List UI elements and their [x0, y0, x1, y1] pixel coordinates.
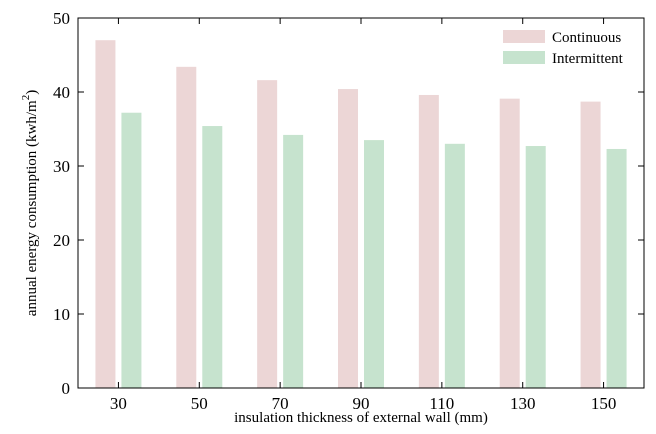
y-tick-label-0: 0 [62, 379, 71, 398]
y-axis-ticks: 0 10 20 30 40 50 [53, 9, 644, 398]
bar-continuous-150 [580, 101, 601, 389]
bar-intermittent-110 [444, 143, 465, 388]
bar-continuous-70 [257, 80, 278, 388]
plot-area-frame [77, 17, 645, 389]
y-tick-label-20: 20 [53, 231, 70, 250]
x-tick-label-90: 90 [353, 394, 370, 413]
legend-label-intermittent: Intermittent [552, 51, 624, 67]
x-tick-label-130: 130 [510, 394, 536, 413]
legend-swatch-intermittent [503, 51, 545, 64]
bar-continuous-30 [95, 40, 116, 388]
y-axis-label-close: ) [24, 90, 40, 95]
x-tick-label-110: 110 [429, 394, 454, 413]
x-tick-label-150: 150 [591, 394, 617, 413]
y-axis-label: annual energy consumption (kwh/m2) [20, 90, 40, 316]
bar-continuous-110 [418, 94, 439, 389]
x-axis-label: insulation thickness of external wall (m… [234, 410, 488, 426]
y-tick-label-10: 10 [53, 305, 70, 324]
bar-intermittent-70 [283, 134, 304, 388]
bar-continuous-50 [176, 66, 197, 388]
y-axis-label-main: annual energy consumption (kwh/m [24, 100, 40, 316]
bars-layer [95, 40, 627, 389]
bar-intermittent-130 [525, 146, 546, 388]
legend-swatch-continuous [503, 30, 545, 43]
bar-intermittent-150 [606, 148, 627, 388]
bar-continuous-130 [499, 98, 520, 388]
y-tick-label-50: 50 [53, 9, 70, 28]
legend-label-continuous: Continuous [552, 30, 621, 46]
x-axis-ticks: 30 50 70 90 110 130 150 [110, 18, 616, 413]
bar-intermittent-30 [121, 112, 142, 388]
bar-intermittent-90 [364, 140, 384, 388]
bar-continuous-90 [338, 89, 358, 388]
y-axis-label-superscript: 2 [20, 95, 32, 101]
bar-intermittent-50 [202, 126, 223, 388]
y-tick-label-30: 30 [53, 157, 70, 176]
legend: Continuous Intermittent [503, 30, 624, 67]
x-tick-label-50: 50 [191, 394, 208, 413]
y-tick-label-40: 40 [53, 83, 70, 102]
x-tick-label-70: 70 [272, 394, 289, 413]
x-tick-label-30: 30 [110, 394, 127, 413]
